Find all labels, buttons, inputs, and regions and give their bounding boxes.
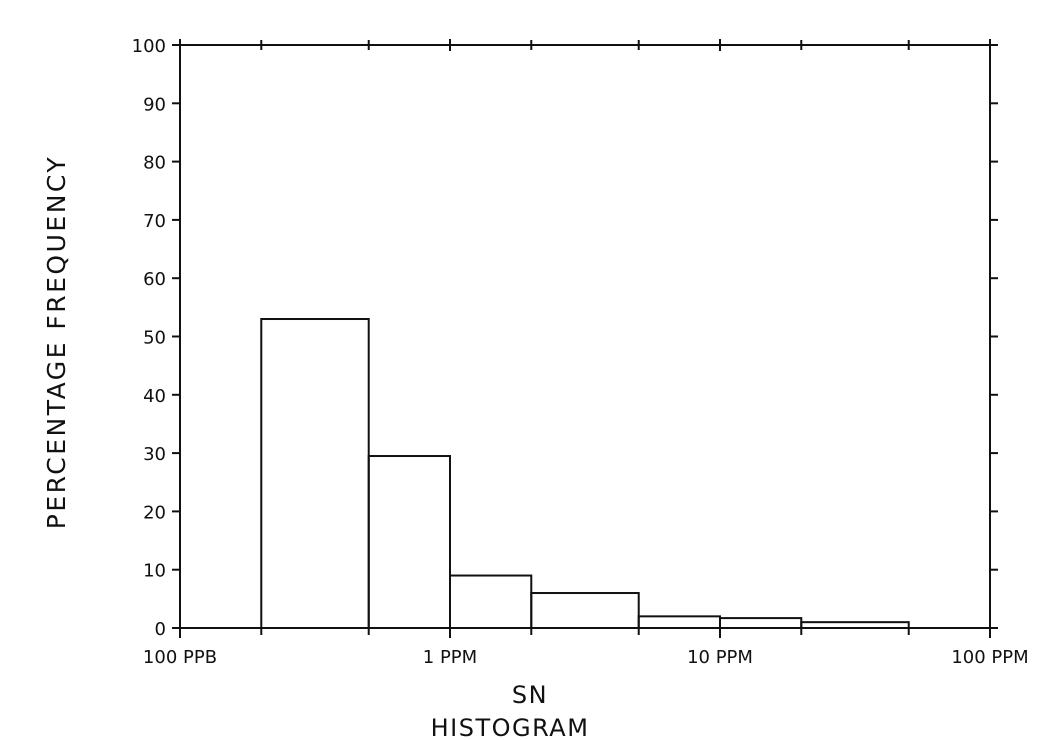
histogram-bars — [260, 318, 910, 630]
histogram-bar — [800, 621, 910, 629]
x-tick-label: 100 PPM — [951, 647, 1028, 668]
y-tick-label: 60 — [143, 269, 166, 290]
y-tick-label: 20 — [143, 502, 166, 523]
histogram-bar — [260, 318, 370, 629]
y-tick-label: 90 — [143, 94, 166, 115]
histogram-bar — [637, 615, 722, 630]
y-tick-label: 40 — [143, 386, 166, 407]
y-axis-ticks: 0 10 20 30 40 50 60 70 80 90 100 — [132, 36, 998, 640]
x-axis-ticks: 100 PPB 1 PPM 10 PPM 100 PPM — [143, 39, 1029, 668]
x-axis-label: SN — [512, 681, 548, 709]
y-tick-label: 80 — [143, 153, 166, 174]
histogram-bar — [367, 455, 451, 630]
y-tick-label: 100 — [132, 36, 166, 57]
y-tick-label: 70 — [143, 211, 166, 232]
plot-frame — [179, 44, 991, 629]
x-tick-label: 100 PPB — [143, 647, 217, 668]
y-tick-label: 30 — [143, 444, 166, 465]
y-tick-label: 50 — [143, 328, 166, 349]
histogram-bar — [449, 574, 533, 630]
histogram-bar — [530, 592, 640, 630]
x-tick-label: 1 PPM — [423, 647, 477, 668]
y-axis-label: PERCENTAGE FREQUENCY — [42, 155, 71, 529]
y-tick-label: 10 — [143, 561, 166, 582]
chart-title: HISTOGRAM — [431, 714, 590, 740]
histogram-bar — [719, 617, 803, 629]
y-tick-label: 0 — [155, 619, 166, 640]
x-tick-label: 10 PPM — [687, 647, 753, 668]
